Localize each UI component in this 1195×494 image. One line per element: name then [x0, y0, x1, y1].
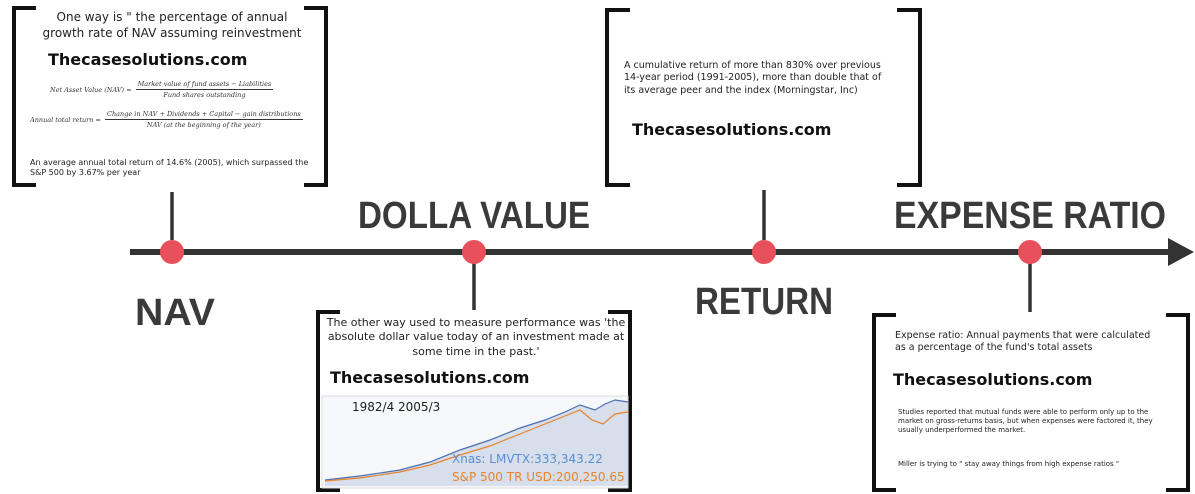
chart-period: 1982/4 2005/3: [352, 400, 441, 414]
mini-chart: [321, 395, 629, 489]
milestone-label: EXPENSE RATIO: [894, 195, 1166, 237]
chart-series: Xnas: LMVTX:333,343.22: [452, 452, 603, 466]
milestone-label: DOLLA VALUE: [358, 195, 590, 237]
formula-lhs: Net Asset Value (NAV) =: [50, 85, 132, 94]
bracket: [316, 310, 340, 492]
dot: [752, 240, 776, 264]
connectors: [170, 190, 1032, 312]
box-text: One way is " the percentage of annual gr…: [42, 10, 302, 40]
box-detail: Miller is trying to " stay away things f…: [898, 460, 1120, 468]
chart-series: S&P 500 TR USD:200,250.65: [452, 470, 625, 484]
box-text: A cumulative return of more than 830% ov…: [624, 60, 882, 96]
box-text: The other way used to measure performanc…: [326, 316, 626, 358]
arrow-head: [1168, 238, 1194, 266]
box-detail: Studies reported that mutual funds were …: [898, 408, 1153, 435]
bracket: [605, 8, 630, 187]
dots: [160, 240, 1042, 264]
brackets: [12, 6, 1190, 492]
dot: [1018, 240, 1042, 264]
bracket: [12, 6, 36, 187]
box-note: An average annual total return of 14.6% …: [30, 158, 309, 178]
denominator: NAV (at the beginning of the year): [146, 121, 261, 129]
bracket: [608, 310, 632, 492]
milestone-label: NAV: [135, 292, 216, 334]
formula-lhs: Annual total return =: [30, 115, 101, 124]
brand: Thecasesolutions.com: [632, 120, 832, 139]
milestone-label: RETURN: [695, 281, 833, 323]
box-text: Expense ratio: Annual payments that were…: [895, 330, 1151, 354]
bracket: [1166, 313, 1190, 492]
brand: Thecasesolutions.com: [330, 368, 530, 387]
bracket: [872, 313, 896, 492]
dot: [160, 240, 184, 264]
numerator: Market value of fund assets − Liabilitie…: [135, 80, 274, 90]
bracket: [304, 6, 328, 187]
numerator: Change in NAV + Dividends + Capital − ga…: [105, 110, 303, 120]
brand: Thecasesolutions.com: [893, 370, 1093, 389]
brand: Thecasesolutions.com: [48, 50, 248, 69]
formula: Annual total return = Change in NAV + Div…: [30, 110, 303, 129]
denominator: Fund shares outstanding: [163, 91, 246, 99]
formula: Net Asset Value (NAV) = Market value of f…: [50, 80, 274, 99]
bracket: [897, 8, 922, 187]
dot: [462, 240, 486, 264]
line: [324, 399, 629, 481]
line: [324, 409, 629, 482]
